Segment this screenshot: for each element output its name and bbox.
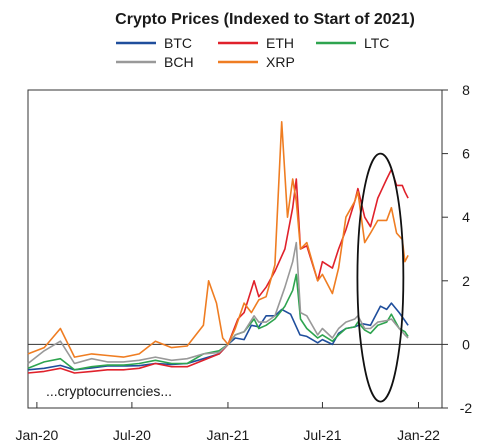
series-line-xrp bbox=[27, 121, 409, 358]
highlight-ellipse bbox=[356, 152, 405, 403]
x-axis: Jan-20 Jul-20 Jan-21 Jul-21 Jan-22 bbox=[15, 402, 440, 443]
chart-annotation: ...cryptocurrencies... bbox=[46, 383, 172, 399]
y-tick-label: 4 bbox=[462, 209, 470, 225]
y-tick-label: 0 bbox=[462, 336, 470, 352]
y-tick-label: 6 bbox=[462, 146, 470, 162]
y-tick-label: 2 bbox=[462, 273, 470, 289]
y-tick-label: 8 bbox=[462, 82, 470, 98]
chart-title: Crypto Prices (Indexed to Start of 2021) bbox=[115, 11, 415, 28]
x-tick-label: Jul-21 bbox=[303, 427, 341, 443]
x-tick-label: Jan-20 bbox=[15, 427, 58, 443]
plot-frame bbox=[27, 89, 443, 409]
series-line-eth bbox=[27, 168, 409, 374]
x-tick-label: Jan-22 bbox=[397, 427, 440, 443]
series-line-btc bbox=[27, 302, 409, 371]
x-tick-label: Jan-21 bbox=[207, 427, 250, 443]
legend-label-btc: BTC bbox=[164, 35, 192, 51]
series-line-bch bbox=[27, 241, 409, 365]
legend-label-eth: ETH bbox=[266, 35, 294, 51]
x-tick-label: Jul-20 bbox=[113, 427, 151, 443]
y-axis: -2 0 2 4 6 8 bbox=[442, 82, 472, 416]
legend-label-bch: BCH bbox=[164, 54, 194, 70]
series-lines bbox=[27, 121, 409, 374]
legend-label-ltc: LTC bbox=[364, 35, 389, 51]
chart-legend: BTC ETH LTC BCH XRP bbox=[116, 35, 389, 70]
legend-label-xrp: XRP bbox=[266, 54, 295, 70]
y-tick-label: -2 bbox=[460, 400, 473, 416]
series-line-ltc bbox=[27, 273, 409, 371]
